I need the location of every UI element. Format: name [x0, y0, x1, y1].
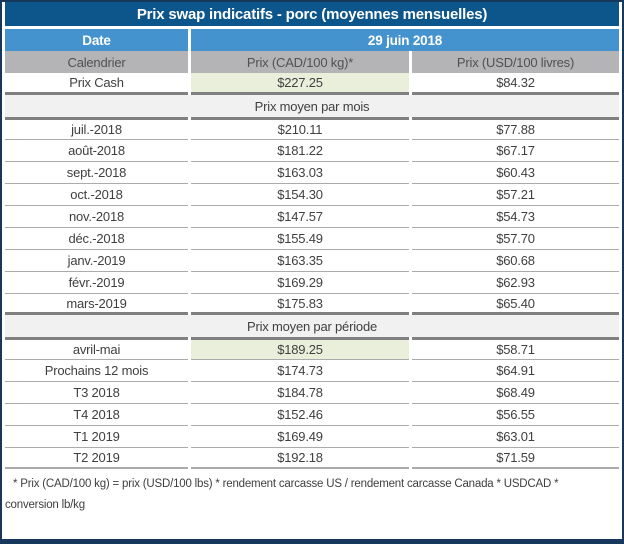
- row-label: Prochains 12 mois: [5, 359, 188, 381]
- usd-value: $71.59: [412, 447, 619, 469]
- row-label: févr.-2019: [5, 271, 188, 293]
- cad-value: $155.49: [191, 227, 409, 249]
- section-header-label: Prix moyen par mois: [5, 95, 619, 117]
- table-row: T4 2018 $152.46 $56.55: [5, 403, 619, 425]
- table-row: janv.-2019 $163.35 $60.68: [5, 249, 619, 271]
- usd-value: $63.01: [412, 425, 619, 447]
- row-label: T4 2018: [5, 403, 188, 425]
- usd-value: $56.55: [412, 403, 619, 425]
- table-row: T3 2018 $184.78 $68.49: [5, 381, 619, 403]
- row-label: oct.-2018: [5, 183, 188, 205]
- table-row: mars-2019 $175.83 $65.40: [5, 293, 619, 315]
- usd-value: $57.21: [412, 183, 619, 205]
- table-row: août-2018 $181.22 $67.17: [5, 139, 619, 161]
- section-header-period: Prix moyen par période: [5, 315, 619, 337]
- cad-value: $163.35: [191, 249, 409, 271]
- table-row: T1 2019 $169.49 $63.01: [5, 425, 619, 447]
- column-header-row: Calendrier Prix (CAD/100 kg)* Prix (USD/…: [5, 51, 619, 73]
- cad-value-highlighted: $227.25: [191, 73, 409, 95]
- table-row: T2 2019 $192.18 $71.59: [5, 447, 619, 469]
- section-header-monthly: Prix moyen par mois: [5, 95, 619, 117]
- row-label: janv.-2019: [5, 249, 188, 271]
- cad-value: $175.83: [191, 293, 409, 315]
- row-label: T2 2019: [5, 447, 188, 469]
- row-label: T3 2018: [5, 381, 188, 403]
- row-label: avril-mai: [5, 337, 188, 359]
- table-row: avril-mai $189.25 $58.71: [5, 337, 619, 359]
- row-label: déc.-2018: [5, 227, 188, 249]
- usd-value: $68.49: [412, 381, 619, 403]
- cad-value: $147.57: [191, 205, 409, 227]
- table-row: févr.-2019 $169.29 $62.93: [5, 271, 619, 293]
- usd-value: $57.70: [412, 227, 619, 249]
- cad-value: $169.49: [191, 425, 409, 447]
- cad-value-highlighted: $189.25: [191, 337, 409, 359]
- usd-value: $62.93: [412, 271, 619, 293]
- cad-value: $152.46: [191, 403, 409, 425]
- row-label: août-2018: [5, 139, 188, 161]
- table-row: juil.-2018 $210.11 $77.88: [5, 117, 619, 139]
- row-label: mars-2019: [5, 293, 188, 315]
- date-value: 29 juin 2018: [191, 29, 619, 51]
- usd-value: $65.40: [412, 293, 619, 315]
- date-label: Date: [5, 29, 188, 51]
- row-label: nov.-2018: [5, 205, 188, 227]
- cad-value: $169.29: [191, 271, 409, 293]
- price-table: Prix swap indicatifs - porc (moyennes me…: [2, 2, 622, 469]
- cad-value: $184.78: [191, 381, 409, 403]
- table-row: nov.-2018 $147.57 $54.73: [5, 205, 619, 227]
- row-label: juil.-2018: [5, 117, 188, 139]
- table-row: sept.-2018 $163.03 $60.43: [5, 161, 619, 183]
- usd-value: $58.71: [412, 337, 619, 359]
- date-row: Date 29 juin 2018: [5, 29, 619, 51]
- table-row: oct.-2018 $154.30 $57.21: [5, 183, 619, 205]
- usd-value: $60.68: [412, 249, 619, 271]
- usd-value: $84.32: [412, 73, 619, 95]
- row-label: T1 2019: [5, 425, 188, 447]
- usd-value: $54.73: [412, 205, 619, 227]
- table-row: Prochains 12 mois $174.73 $64.91: [5, 359, 619, 381]
- cash-price-row: Prix Cash $227.25 $84.32: [5, 73, 619, 95]
- cad-value: $174.73: [191, 359, 409, 381]
- table-row: déc.-2018 $155.49 $57.70: [5, 227, 619, 249]
- title-row: Prix swap indicatifs - porc (moyennes me…: [5, 2, 619, 29]
- section-header-label: Prix moyen par période: [5, 315, 619, 337]
- column-header-calendar: Calendrier: [5, 51, 188, 73]
- cad-value: $163.03: [191, 161, 409, 183]
- footnote: * Prix (CAD/100 kg) = prix (USD/100 lbs)…: [5, 478, 559, 511]
- usd-value: $67.17: [412, 139, 619, 161]
- column-header-usd: Prix (USD/100 livres): [412, 51, 619, 73]
- cad-value: $192.18: [191, 447, 409, 469]
- column-header-cad: Prix (CAD/100 kg)*: [191, 51, 409, 73]
- usd-value: $77.88: [412, 117, 619, 139]
- cad-value: $154.30: [191, 183, 409, 205]
- page-title: Prix swap indicatifs - porc (moyennes me…: [5, 2, 619, 29]
- usd-value: $64.91: [412, 359, 619, 381]
- cad-value: $210.11: [191, 117, 409, 139]
- row-label: Prix Cash: [5, 73, 188, 95]
- cad-value: $181.22: [191, 139, 409, 161]
- row-label: sept.-2018: [5, 161, 188, 183]
- usd-value: $60.43: [412, 161, 619, 183]
